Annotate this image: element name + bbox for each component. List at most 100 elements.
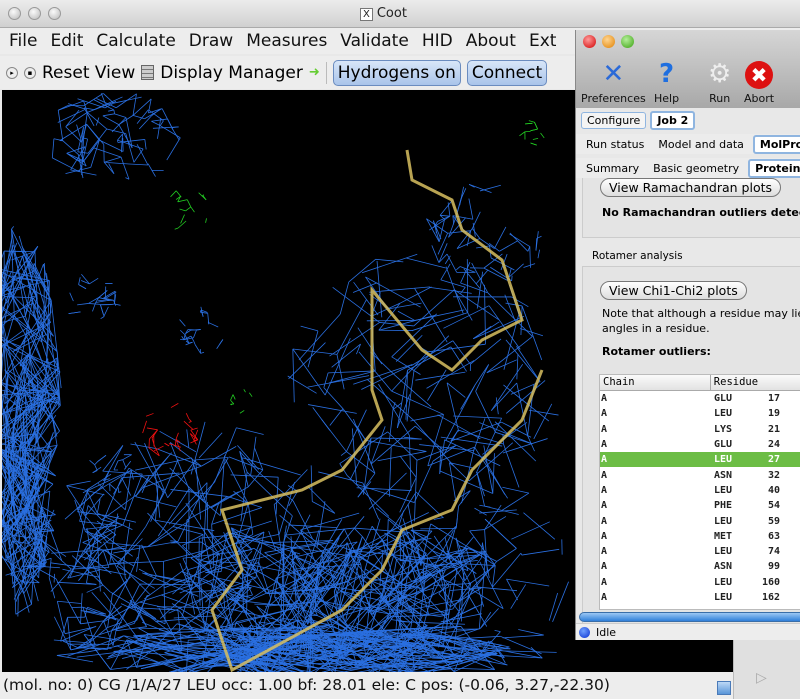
cell-chain: A [601,393,608,405]
help-button[interactable]: ? Help [654,58,679,105]
note-line-1: Note that although a residue may lie [602,307,800,320]
table-row[interactable]: A LEU 40 [600,483,800,498]
density-mesh [89,454,134,493]
cell-residue-number: 27 [767,454,780,466]
status-indicator [717,681,731,695]
play-icon[interactable]: ▷ [756,670,767,686]
menu-extensions[interactable]: Ext [528,31,557,51]
column-chain[interactable]: Chain [600,375,711,390]
stop-icon[interactable]: ▪ [24,66,36,79]
electron-density-map [2,93,569,672]
tools-icon: ✕ [602,59,625,89]
cell-chain: A [601,592,608,603]
cell-chain: A [601,439,608,451]
title-bar: X Coot [0,0,800,28]
job-tabs: Configure Job 2 [576,110,800,130]
status-dot-icon [579,626,590,638]
table-row[interactable]: A LEU 160 [600,575,800,590]
ramachandran-panel: View Ramachandran plots No Ramachandran … [582,178,800,238]
display-manager-button[interactable]: Display Manager [160,62,303,83]
menu-draw[interactable]: Draw [188,31,234,51]
graphics-canvas-lower[interactable] [575,640,733,672]
hydrogens-toggle[interactable]: Hydrogens on [332,59,461,86]
cell-residue-number: 19 [767,408,780,420]
menu-hid[interactable]: HID [421,31,453,51]
table-row[interactable]: A GLU 17 [600,391,800,406]
table-row[interactable]: A PHE 54 [600,498,800,513]
rotamer-outliers-label: Rotamer outliers: [602,345,711,358]
cell-chain: A [601,576,608,588]
cell-chain: A [601,408,608,420]
cell-residue-number: 40 [767,484,780,496]
cell-residue-name: LEU [714,576,733,588]
window-title: X Coot [360,6,407,21]
table-row[interactable]: A LEU 162 [600,590,800,605]
cell-chain: A [601,500,608,512]
menu-edit[interactable]: Edit [50,31,84,51]
difference-map-positive [170,190,207,230]
cell-residue-name: LEU [714,515,733,527]
status-text: Idle [596,625,617,639]
note-line-2: angles in a residue. [602,322,710,335]
tab-run-status[interactable]: Run status [586,137,645,151]
density-mesh [287,253,559,528]
rotamer-section-label: Rotamer analysis [592,250,683,262]
run-button[interactable]: ⚙ Run [708,58,731,105]
tab-configure[interactable]: Configure [581,111,647,129]
menu-validate[interactable]: Validate [340,31,409,51]
table-row[interactable]: A LEU 27 [600,452,800,468]
cell-chain: A [601,515,608,527]
run-label: Run [709,92,731,105]
close-window-button[interactable] [8,7,21,20]
cell-residue-name: LEU [714,408,733,420]
view-chi1-chi2-button[interactable]: View Chi1-Chi2 plots [600,281,747,300]
table-row[interactable]: A LEU 74 [600,544,800,559]
protein-model-backbone[interactable] [210,149,544,672]
column-residue[interactable]: Residue [711,375,800,390]
table-row[interactable]: A MET 63 [600,529,800,544]
tab-summary[interactable]: Summary [586,161,640,175]
dialog-zoom-button[interactable] [621,35,634,48]
cell-residue-name: GLU [714,393,733,405]
cell-residue-number: 24 [767,439,780,451]
menu-file[interactable]: File [9,31,38,51]
question-icon: ? [658,59,675,89]
graphics-canvas[interactable] [2,90,575,672]
menu-about[interactable]: About [465,31,516,51]
rotamer-outliers-table[interactable]: Chain Residue A GLU 17 A LEU 19 A LYS 21 A GLU 24 A L… [599,374,800,610]
menu-measures[interactable]: Measures [246,31,328,51]
dialog-close-button[interactable] [583,35,596,48]
dialog-minimize-button[interactable] [602,35,615,48]
table-row[interactable]: A GLU 24 [600,437,800,452]
dialog-toolbar: ✕ Preferences ? Help ⚙ Run ✖ Abort [576,30,800,108]
reset-view-button[interactable]: Reset View [42,62,136,83]
difference-map-positive [519,120,545,146]
cell-chain: A [601,454,608,466]
density-mesh [2,226,62,617]
tab-model-and-data[interactable]: Model and data [658,137,744,151]
play-icon[interactable]: ▸ [6,66,18,79]
cell-residue-number: 99 [767,561,780,573]
status-bar: (mol. no: 0) CG /1/A/27 LEU occ: 1.00 bf… [0,672,733,699]
connect-button[interactable]: Connect [466,59,548,86]
density-mesh [51,93,181,180]
cell-residue-number: 32 [767,469,780,481]
menu-calculate[interactable]: Calculate [96,31,176,51]
view-ramachandran-button[interactable]: View Ramachandran plots [600,178,782,197]
table-row[interactable]: A LEU 59 [600,513,800,528]
preferences-label: Preferences [581,92,646,105]
table-row[interactable]: A LEU 19 [600,406,800,421]
result-tabs: Run status Model and data MolProbit [576,134,800,154]
table-row[interactable]: A LYS 21 [600,422,800,437]
preferences-button[interactable]: ✕ Preferences [581,58,646,105]
table-row[interactable]: A ASN 32 [600,467,800,482]
tab-basic-geometry[interactable]: Basic geometry [653,161,740,175]
tab-job-2[interactable]: Job 2 [650,110,696,130]
tab-molprobity[interactable]: MolProbit [752,134,800,154]
minimize-window-button[interactable] [28,7,41,20]
abort-button[interactable]: ✖ Abort [744,58,774,105]
table-row[interactable]: A ASN 99 [600,559,800,574]
tab-protein[interactable]: Protein [748,158,800,178]
difference-map-positive [230,389,253,414]
zoom-window-button[interactable] [48,7,61,20]
